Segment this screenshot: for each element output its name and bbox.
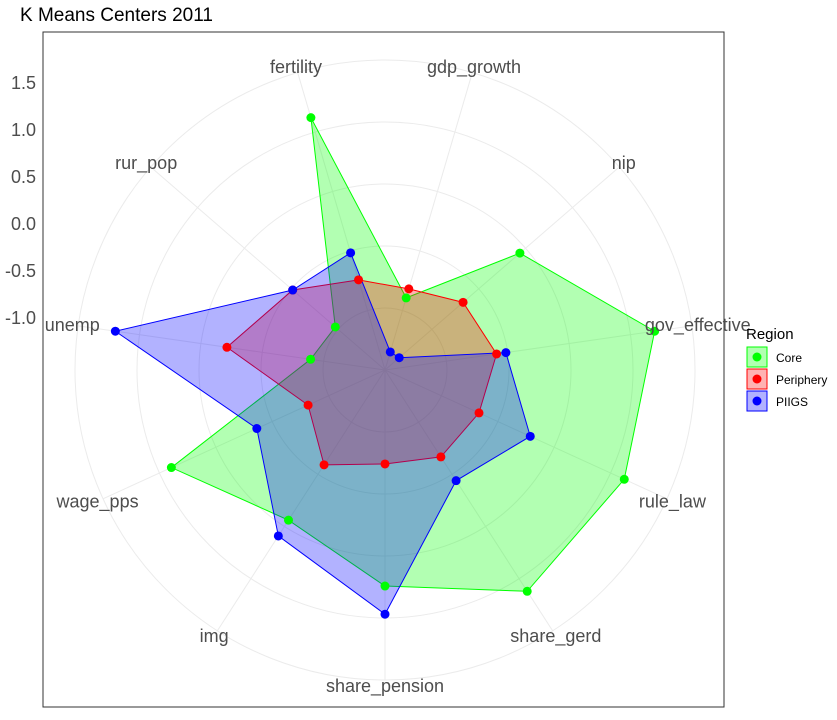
axis-label-gdp_growth: gdp_growth [427,57,521,78]
data-point-periphery-share_gerd [436,452,446,462]
data-point-core-share_gerd [522,586,532,596]
axis-label-img: img [200,626,229,646]
legend-title: Region [746,326,794,343]
data-point-piigs-gdp_growth [385,347,395,357]
series-area-piigs [114,252,531,615]
data-point-piigs-nip [394,353,404,363]
radial-tick-label: 0.0 [11,214,36,234]
grid-spoke [102,369,386,500]
axis-label-fertility: fertility [270,57,322,77]
data-point-core-rur_pop [330,322,340,332]
data-point-piigs-img [273,531,283,541]
data-point-periphery-nip [458,297,468,307]
data-point-piigs-fertility [346,248,356,258]
series-polygons [114,117,656,615]
radial-tick-label: 0.5 [11,167,36,187]
axis-label-rule_law: rule_law [639,491,707,512]
legend-marker-piigs [752,396,762,406]
data-point-core-img [284,515,294,525]
data-point-periphery-unemp [222,342,232,352]
data-point-periphery-img [319,460,329,470]
legend-label-periphery: Periphery [776,373,827,387]
axis-label-nip: nip [612,153,636,173]
data-point-core-gdp_growth [401,293,411,303]
legend: Region Core Periphery PIIGS [746,326,827,412]
axis-label-wage_pps: wage_pps [56,491,139,512]
series-points [110,113,660,619]
grid-spoke [384,369,668,500]
data-point-core-share_pension [380,581,390,591]
radial-tick-label: 1.5 [11,73,36,93]
series-area-core [170,117,656,592]
data-point-piigs-rule_law [525,431,535,441]
data-point-periphery-share_pension [380,459,390,469]
grid [74,59,696,681]
axis-label-unemp: unemp [45,315,100,335]
legend-marker-periphery [752,374,762,384]
axis-label-share_gerd: share_gerd [510,626,601,647]
data-point-piigs-gov_effective [501,348,511,358]
data-point-core-gov_effective [650,326,660,336]
data-point-piigs-share_gerd [451,476,461,486]
data-point-core-nip [515,248,525,258]
grid-spoke [78,325,386,371]
grid-spoke [216,369,386,632]
axis-label-share_pension: share_pension [326,676,444,697]
axis-label-rur_pop: rur_pop [115,153,177,174]
axis-label-gov_effective: gov_effective [645,315,751,336]
data-point-periphery-wage_pps [303,400,313,410]
radial-tick-label: -1.0 [5,308,36,328]
legend-label-core: Core [776,351,802,365]
data-point-periphery-rule_law [474,408,484,418]
grid-spoke [150,166,386,371]
grid-spoke [297,72,386,371]
data-point-core-fertility [306,113,316,123]
grid-spoke [384,166,620,371]
data-point-core-unemp [306,354,316,364]
legend-label-piigs: PIIGS [776,395,808,409]
radial-tick-label: -0.5 [5,261,36,281]
data-point-periphery-gdp_growth [404,284,414,294]
data-point-piigs-rur_pop [288,285,298,295]
data-point-core-rule_law [619,474,629,484]
grid-spoke [384,72,473,371]
data-point-piigs-share_pension [380,609,390,619]
legend-marker-core [752,352,762,362]
data-point-piigs-unemp [110,326,120,336]
data-point-periphery-fertility [354,275,364,285]
grid-spoke [384,369,554,632]
data-point-periphery-gov_effective [492,349,502,359]
data-point-core-wage_pps [166,463,176,473]
grid-spoke [384,325,692,371]
radial-tick-label: 1.0 [11,120,36,140]
radial-tick-labels: 1.5 1.0 0.5 0.0 -0.5 -1.0 [5,73,36,328]
data-point-piigs-wage_pps [252,424,262,434]
chart-title: K Means Centers 2011 [20,5,213,26]
series-area-periphery [226,279,498,466]
